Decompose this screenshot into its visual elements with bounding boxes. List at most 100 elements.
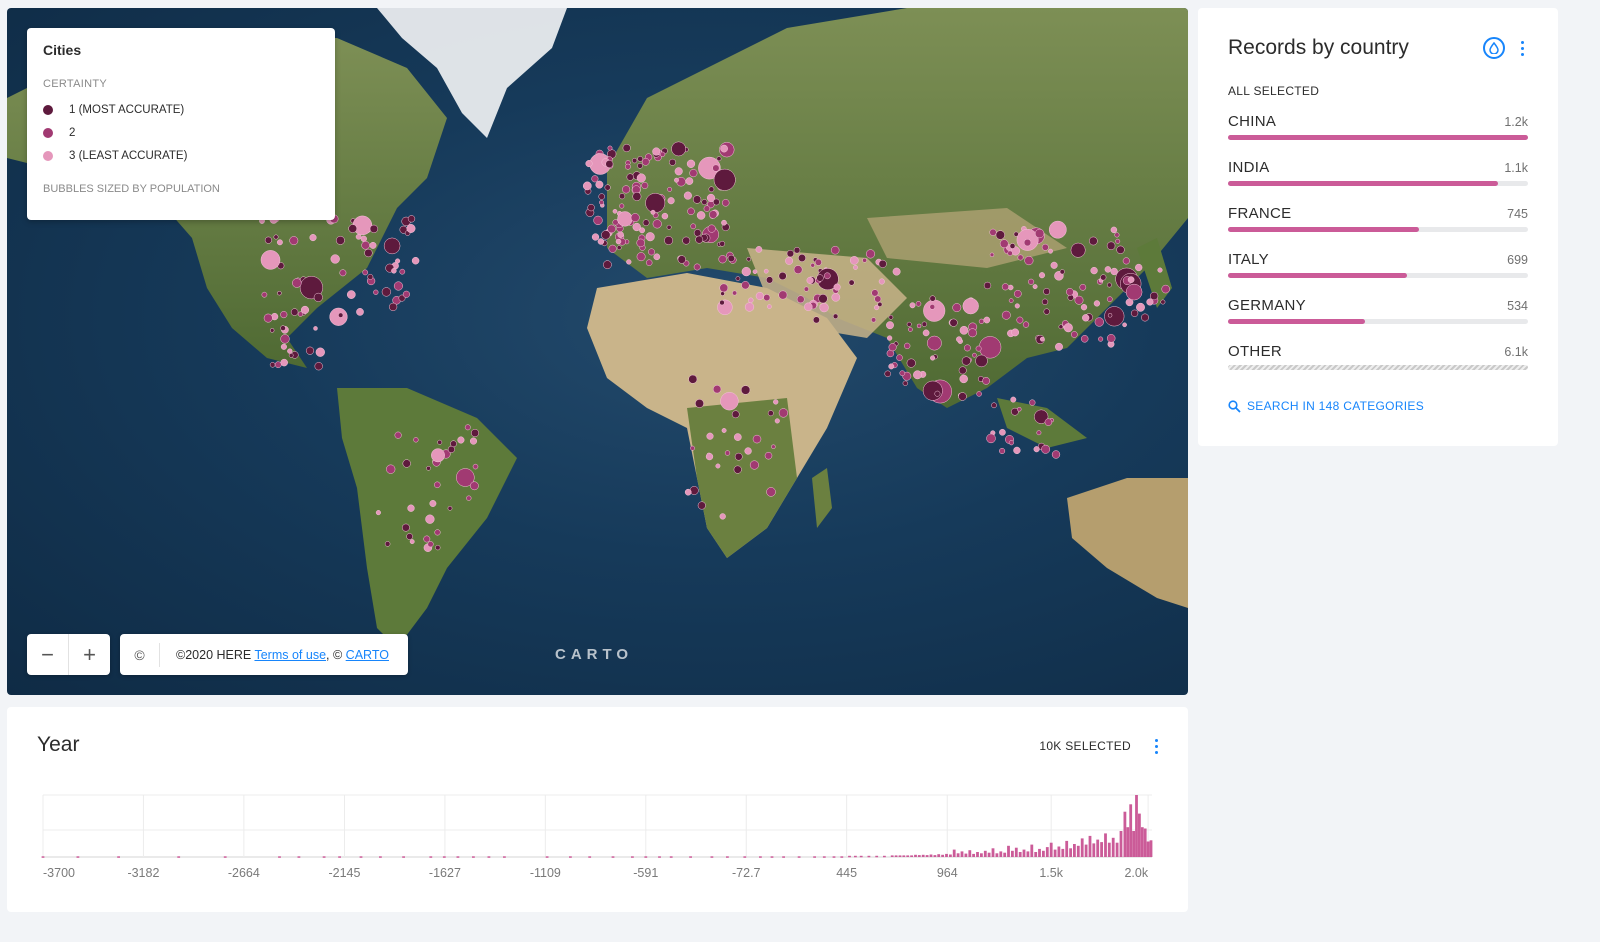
city-bubble[interactable] <box>1127 276 1135 284</box>
city-bubble[interactable] <box>289 236 299 246</box>
city-bubble[interactable] <box>833 283 841 291</box>
city-bubble[interactable] <box>733 465 742 474</box>
city-bubble[interactable] <box>1157 267 1163 273</box>
city-bubble[interactable] <box>391 268 397 274</box>
city-bubble[interactable] <box>715 463 721 469</box>
city-bubble[interactable] <box>720 392 739 411</box>
city-bubble[interactable] <box>587 203 595 212</box>
map-view[interactable]: Cities CERTAINTY 1 (MOST ACCURATE) 2 3 (… <box>7 8 1188 695</box>
city-bubble[interactable] <box>671 141 686 157</box>
city-bubble[interactable] <box>1050 261 1058 269</box>
histogram-bar[interactable] <box>937 854 941 857</box>
city-bubble[interactable] <box>693 229 702 237</box>
city-bubble[interactable] <box>470 428 480 438</box>
histogram-bar[interactable] <box>759 856 762 858</box>
city-bubble[interactable] <box>927 335 942 351</box>
category-item-italy[interactable]: ITALY 699 <box>1228 251 1528 297</box>
histogram-bar[interactable] <box>322 856 326 858</box>
histogram-bar[interactable] <box>1126 827 1130 857</box>
histogram-bar[interactable] <box>569 856 572 858</box>
city-bubble[interactable] <box>929 304 936 310</box>
histogram-bar[interactable] <box>278 856 281 858</box>
histogram-bar[interactable] <box>921 854 925 857</box>
city-bubble[interactable] <box>630 213 640 223</box>
city-bubble[interactable] <box>260 250 281 270</box>
city-bubble[interactable] <box>314 362 323 371</box>
city-bubble[interactable] <box>674 167 683 176</box>
category-item-china[interactable]: CHINA 1.2k <box>1228 113 1528 159</box>
city-bubble[interactable] <box>631 157 638 164</box>
city-bubble[interactable] <box>607 145 613 151</box>
histogram-bar[interactable] <box>743 856 747 858</box>
city-bubble[interactable] <box>1070 331 1078 338</box>
city-bubble[interactable] <box>1008 298 1014 303</box>
histogram-bar[interactable] <box>1003 852 1007 857</box>
histogram-bar[interactable] <box>1065 840 1069 857</box>
city-bubble[interactable] <box>1041 444 1051 454</box>
city-bubble[interactable] <box>626 259 632 265</box>
histogram-bar[interactable] <box>689 856 692 858</box>
city-bubble[interactable] <box>1048 248 1053 254</box>
zoom-in-button[interactable]: + <box>68 634 110 675</box>
histogram-bar[interactable] <box>925 855 929 857</box>
histogram-bar[interactable] <box>960 851 964 857</box>
city-bubble[interactable] <box>599 199 604 205</box>
histogram-bar[interactable] <box>726 856 729 858</box>
city-bubble[interactable] <box>381 287 392 297</box>
city-bubble[interactable] <box>793 265 803 274</box>
city-bubble[interactable] <box>720 144 728 153</box>
city-bubble[interactable] <box>616 245 622 251</box>
city-bubble[interactable] <box>812 316 820 324</box>
city-bubble[interactable] <box>582 181 592 191</box>
city-bubble[interactable] <box>1017 407 1022 412</box>
city-bubble[interactable] <box>959 325 969 335</box>
carto-link[interactable]: CARTO <box>345 647 389 662</box>
city-bubble[interactable] <box>622 185 631 194</box>
histogram-bar[interactable] <box>456 856 460 858</box>
city-bubble[interactable] <box>713 198 720 206</box>
city-bubble[interactable] <box>741 281 750 290</box>
city-bubble[interactable] <box>696 211 706 220</box>
histogram-bar[interactable] <box>1080 838 1084 857</box>
city-bubble[interactable] <box>464 424 471 431</box>
city-bubble[interactable] <box>968 328 977 338</box>
city-bubble[interactable] <box>684 488 692 496</box>
city-bubble[interactable] <box>886 335 893 341</box>
histogram-bar[interactable] <box>503 856 506 858</box>
city-bubble[interactable] <box>1032 284 1038 290</box>
histogram-bar[interactable] <box>949 854 952 858</box>
city-bubble[interactable] <box>402 290 410 298</box>
city-bubble[interactable] <box>273 234 279 240</box>
city-bubble[interactable] <box>1093 300 1101 307</box>
city-bubble[interactable] <box>763 268 769 274</box>
city-bubble[interactable] <box>727 254 735 262</box>
histogram-bar[interactable] <box>1129 804 1133 857</box>
city-bubble[interactable] <box>280 311 288 319</box>
city-bubble[interactable] <box>619 203 625 209</box>
city-bubble[interactable] <box>803 286 809 292</box>
histogram-bar[interactable] <box>611 856 615 858</box>
histogram-bar[interactable] <box>983 850 987 857</box>
city-bubble[interactable] <box>677 255 686 264</box>
histogram-bar[interactable] <box>1045 847 1049 857</box>
city-bubble[interactable] <box>624 163 631 170</box>
city-bubble[interactable] <box>989 252 995 258</box>
city-bubble[interactable] <box>767 410 774 417</box>
city-bubble[interactable] <box>958 392 967 401</box>
histogram-bar[interactable] <box>359 856 363 858</box>
city-bubble[interactable] <box>666 224 672 230</box>
city-bubble[interactable] <box>447 505 453 511</box>
city-bubble[interactable] <box>804 302 813 312</box>
city-bubble[interactable] <box>652 147 661 156</box>
city-bubble[interactable] <box>832 313 839 319</box>
city-bubble[interactable] <box>642 219 650 227</box>
city-bubble[interactable] <box>641 157 650 166</box>
city-bubble[interactable] <box>280 358 288 367</box>
city-bubble[interactable] <box>269 328 275 333</box>
city-bubble[interactable] <box>721 219 727 226</box>
city-bubble[interactable] <box>653 253 661 261</box>
city-bubble[interactable] <box>766 487 776 497</box>
city-bubble[interactable] <box>976 391 982 397</box>
city-bubble[interactable] <box>796 295 805 304</box>
city-bubble[interactable] <box>585 160 593 168</box>
